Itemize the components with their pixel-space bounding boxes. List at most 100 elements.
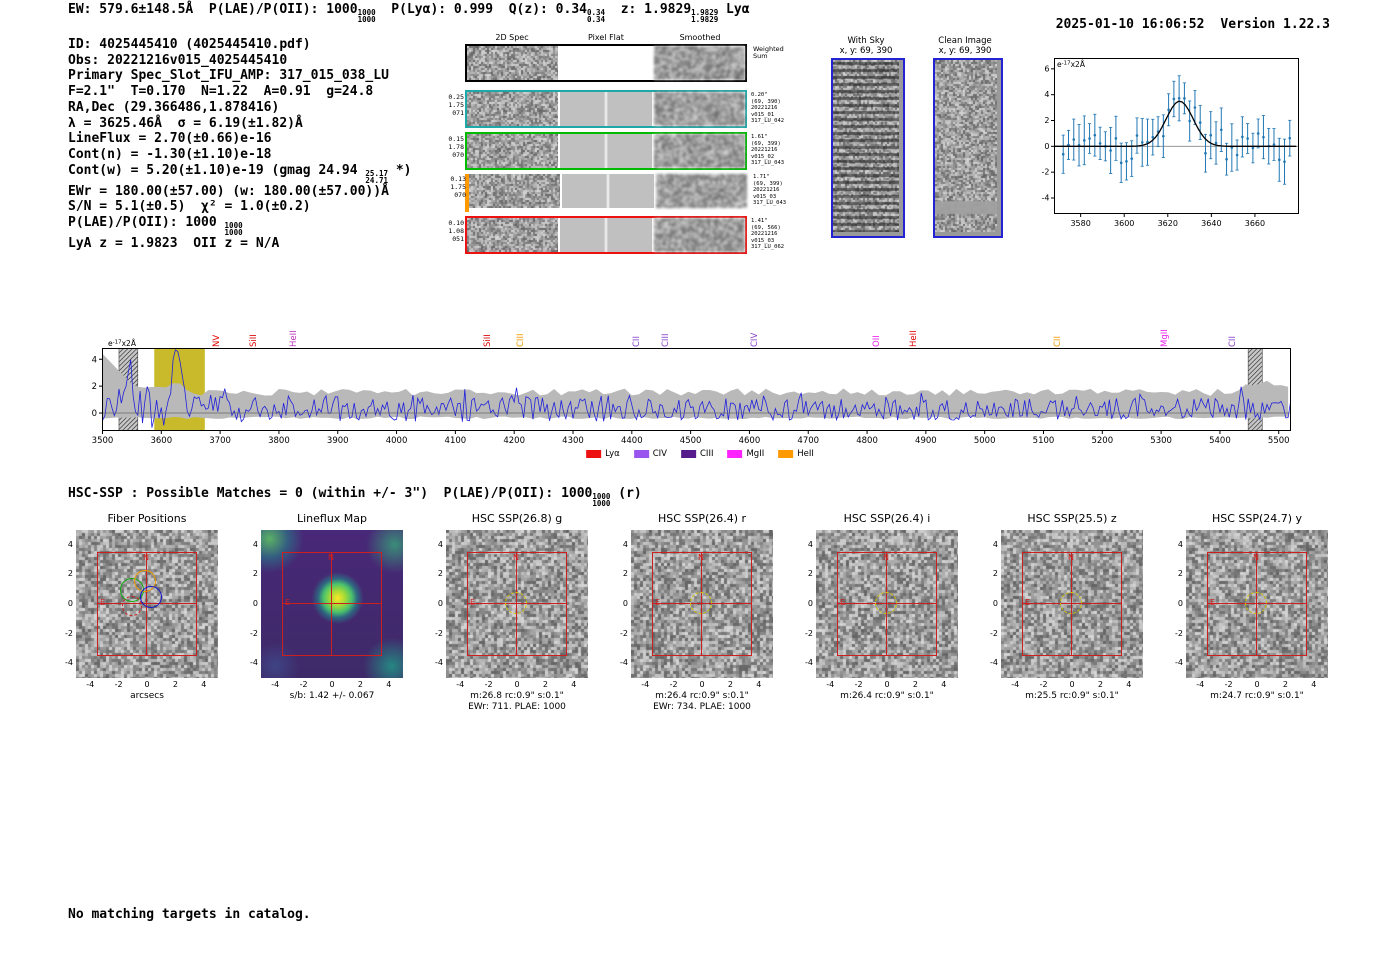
cutout-ytick: -4 <box>435 658 443 668</box>
info-line: S/N = 5.1(±0.5) χ² = 1.0(±0.2) <box>68 199 311 215</box>
clean-image-panel <box>933 58 1003 238</box>
cutout-xtick: 0 <box>1254 680 1260 689</box>
left-label: 051 <box>452 235 464 243</box>
cutout-ytick: 4 <box>992 539 998 549</box>
cutout-xtick: 0 <box>329 680 335 689</box>
y-tick-label: 4 <box>1044 90 1049 99</box>
x-tick-label: 5400 <box>1209 436 1231 446</box>
noise-envelope <box>102 353 1289 420</box>
cutout-title: HSC SSP(24.7) y <box>1211 512 1303 525</box>
x-tick-label: 4500 <box>680 436 702 446</box>
info-line: F=2.1" T=0.170 N=1.22 A=0.91 g=24.8 <box>68 84 374 100</box>
match-stacked-fraction: 1000 1000 <box>592 493 610 508</box>
cutout-panel-lineflux-1: Lineflux Map N E 4 2 0 -2 -4 -4 -2 0 2 4 s/b: 1.42 +/… <box>241 510 423 722</box>
header-text: Lyα <box>718 2 750 17</box>
clean-image-title: Clean Image x, y: 69, 390 <box>938 36 992 56</box>
cutout-ytick: 0 <box>622 599 628 608</box>
left-label: 1.75 <box>448 101 464 109</box>
left-label: 0.10 <box>448 219 464 227</box>
with-sky-image <box>833 60 899 232</box>
spec2d-row-2: 0.15 1.78 070 1.61" (69, 399) 20221216 v015_02… <box>448 132 784 170</box>
cutout-ytick: -2 <box>435 628 443 638</box>
cutout-ytick: 2 <box>67 569 73 579</box>
x-tick-label: 3700 <box>209 436 231 446</box>
x-tick-label: 5000 <box>974 436 996 446</box>
plot-frame <box>1054 58 1299 214</box>
cutout-xtick: 4 <box>941 680 947 689</box>
cutout-xtick: 2 <box>727 680 733 689</box>
annotation-line: (69, 399) <box>751 140 781 147</box>
row-smoothed-image <box>654 134 745 168</box>
cutout-ytick: 2 <box>1177 569 1183 579</box>
catalog-match-line: HSC-SSP : Possible Matches = 0 (within +… <box>68 486 642 507</box>
stack-lo: 1000 <box>224 228 243 238</box>
crosshair-vertical <box>331 552 332 656</box>
cutout-ytick: -4 <box>250 658 258 668</box>
cutout-xtick: 2 <box>357 680 363 689</box>
legend-item-mgii: MgII <box>727 449 764 459</box>
annotation-line: v015_03 <box>751 237 775 244</box>
x-tick-label: 3580 <box>1070 219 1090 228</box>
legend-swatch <box>633 450 649 458</box>
left-label: 1.08 <box>448 227 464 235</box>
cutout-ytick: -4 <box>990 658 998 668</box>
cutout-ytick: -2 <box>250 628 258 638</box>
cutout-caption-1: m:26.4 rc:0.9" s:0.1" <box>840 691 934 701</box>
cutout-ytick: -2 <box>805 628 813 638</box>
cutout-panel-hsc-5: HSC SSP(25.5) z N E 4 2 0 -2 -4 -4 -2 0 2 4 m:25.5 rc… <box>981 510 1163 722</box>
with-sky-image-panel <box>831 58 905 238</box>
axis-ticks: 3500 3600 3700 3800 3900 4000 4100 4200 4300 4400… <box>92 355 1290 446</box>
cutout-ytick: 0 <box>437 599 443 608</box>
annotation-line: 317_LU_043 <box>753 200 787 207</box>
y-tick-label: 0 <box>1044 142 1049 151</box>
cutout-ytick: 2 <box>807 569 813 579</box>
info-line: ID: 4025445410 (4025445410.pdf) <box>68 37 311 52</box>
header-text: P(Lyα): 0.999 Q(z): 0.34 <box>375 2 587 17</box>
cutout-panel-hsc-4: HSC SSP(26.4) i N E 4 2 0 -2 -4 -4 -2 0 2 4 m:26.4 rc… <box>796 510 978 722</box>
aperture-circle <box>1245 592 1267 614</box>
cutout-ytick: 4 <box>1177 539 1183 549</box>
info-text: P(LAE)/P(OII): 1000 <box>68 215 225 231</box>
cutout-title: HSC SSP(26.4) r <box>657 512 747 525</box>
east-label: E <box>1210 598 1216 607</box>
header-stacked-fraction: 1.9829 1.9829 <box>691 9 718 24</box>
cutout-xtick: -4 <box>641 680 650 689</box>
row-pixelflat-image <box>562 174 654 208</box>
cutout-caption-1: m:25.5 rc:0.9" s:0.1" <box>1025 691 1119 701</box>
info-stacked-fraction: 25.17 24.71 <box>365 169 388 185</box>
header-stacked-fraction: 0.34 0.34 <box>587 9 605 24</box>
north-label: N <box>883 553 889 562</box>
cutout-ytick: 0 <box>807 599 813 608</box>
extraction-box <box>1207 552 1307 656</box>
annotation-line: v015_02 <box>751 153 775 160</box>
x-tick-label: 3900 <box>327 436 349 446</box>
x-tick-label: 4700 <box>797 436 819 446</box>
cutout-ytick: 4 <box>67 539 73 549</box>
info-block: ID: 4025445410 (4025445410.pdf) Obs: 2022… <box>68 37 411 252</box>
cutout-xtick: -2 <box>1224 680 1233 689</box>
extraction-box <box>97 552 197 656</box>
stack-lo: 24.71 <box>365 175 388 185</box>
annotation-line: 1.41" <box>751 218 768 224</box>
legend-item-civ: CIV <box>633 449 667 459</box>
annotation-line: 20221216 <box>753 187 780 194</box>
x-tick-label: 5100 <box>1033 436 1055 446</box>
annotation-line: 317_LU_062 <box>751 244 785 251</box>
spectrum-legend: Lyα CIV CIII MgII HeII <box>586 449 814 459</box>
x-tick-label: 3600 <box>150 436 172 446</box>
left-label: 1.78 <box>448 143 464 151</box>
zoom-plot-svg: 3580 3600 3620 3640 3660 6 4 2 0 -2 -4 e-17x2Å <box>1042 58 1299 228</box>
legend-item-lyα: Lyα <box>586 449 620 459</box>
cutout-ytick: -2 <box>620 628 628 638</box>
info-line: RA,Dec (29.366486,1.878416) <box>68 99 280 115</box>
info-text: *) <box>388 162 412 178</box>
info-line: Primary Spec_Slot_IFU_AMP: 317_015_038_L… <box>68 68 389 84</box>
left-label: 1.75 <box>450 183 466 191</box>
spec2d-row-annotations: 0.20" (69, 390) 20221216 v015_01 317_LU_042 <box>751 92 813 125</box>
info-line: λ = 3625.46Å σ = 6.19(±1.82)Å <box>68 115 303 131</box>
cutout-xtick: -4 <box>1011 680 1020 689</box>
cutout-xtick: -4 <box>826 680 835 689</box>
cutout-ytick: -4 <box>1175 658 1183 668</box>
